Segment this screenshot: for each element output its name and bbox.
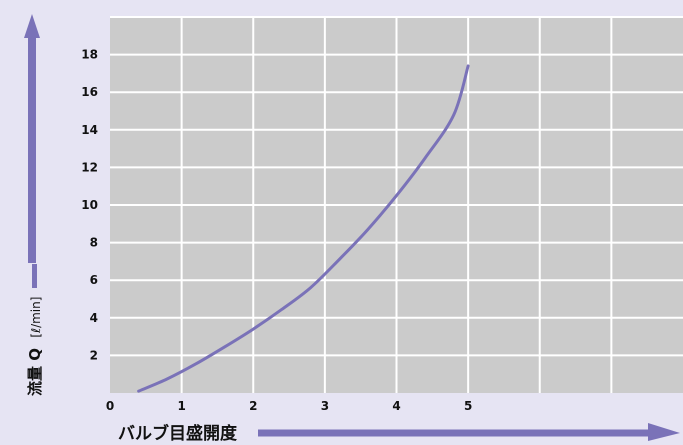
y-tick-label: 12 (81, 160, 98, 174)
y-axis-arrow (24, 14, 40, 263)
plot-area (110, 16, 683, 393)
series-layer (137, 64, 470, 393)
x-tick-label: 1 (177, 399, 185, 413)
y-axis-unit: [ℓ/min] (29, 297, 43, 338)
y-tick-label: 6 (90, 273, 98, 287)
y-axis-label-group: 流量 Q [ℓ/min] (26, 264, 44, 396)
x-axis-arrow (258, 423, 680, 441)
y-tick-label: 16 (81, 85, 98, 99)
y-tick-label: 8 (90, 236, 98, 250)
y-tick-label: 4 (90, 311, 98, 325)
series-line (137, 64, 470, 393)
y-tick-label: 18 (81, 48, 98, 62)
x-tick-label: 0 (106, 399, 114, 413)
x-axis-label: バルブ目盛開度 (118, 423, 238, 441)
x-tick-label: 2 (249, 399, 257, 413)
y-tick-label: 10 (81, 198, 98, 212)
x-tick-label: 5 (464, 399, 472, 413)
y-tick-label: 14 (81, 123, 98, 137)
svg-text:流量 Q [ℓ/min]: 流量 Q [ℓ/min] (26, 297, 44, 396)
x-tick-label: 4 (392, 399, 400, 413)
y-axis-label: 流量 Q (26, 348, 44, 396)
x-tick-label: 3 (321, 399, 329, 413)
y-tick-label: 2 (90, 348, 98, 362)
